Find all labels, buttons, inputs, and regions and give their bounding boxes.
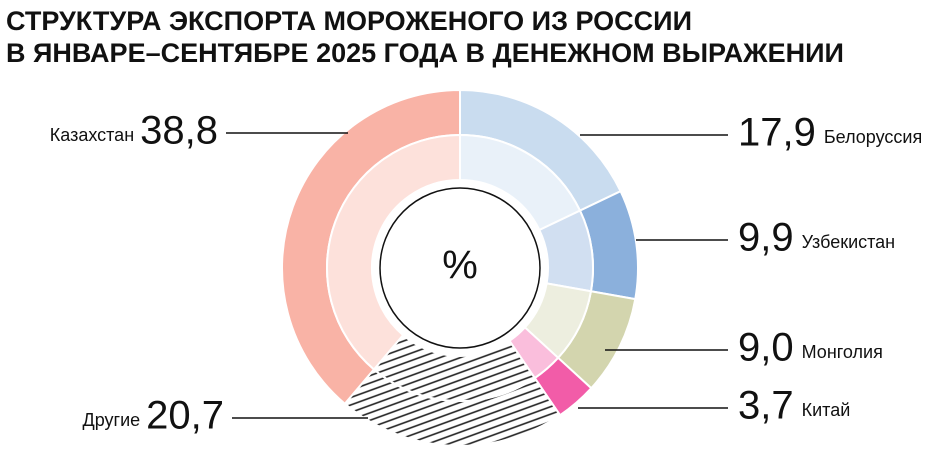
chart-title: В ЯНВАРЕ–СЕНТЯБРЕ 2025 ГОДА В ДЕНЕЖНОМ В… bbox=[6, 38, 844, 68]
center-circle bbox=[379, 187, 541, 349]
value-label: 3,7 bbox=[738, 384, 794, 428]
category-label: Узбекистан bbox=[802, 232, 896, 252]
value-label: 9,0 bbox=[738, 326, 794, 370]
chart-title: СТРУКТУРА ЭКСПОРТА МОРОЖЕНОГО ИЗ РОССИИ bbox=[6, 6, 692, 36]
value-label: 17,9 bbox=[738, 111, 816, 155]
slice-inner bbox=[326, 133, 461, 371]
category-label: Казахстан bbox=[50, 125, 134, 145]
category-label: Белоруссия bbox=[824, 127, 922, 147]
category-label: Китай bbox=[802, 400, 851, 420]
value-label: 20,7 bbox=[146, 394, 224, 438]
category-label: Другие bbox=[83, 410, 141, 430]
category-label: Монголия bbox=[802, 342, 883, 362]
value-label: 9,9 bbox=[738, 216, 794, 260]
center-label: % bbox=[442, 244, 478, 288]
value-label: 38,8 bbox=[140, 109, 218, 153]
